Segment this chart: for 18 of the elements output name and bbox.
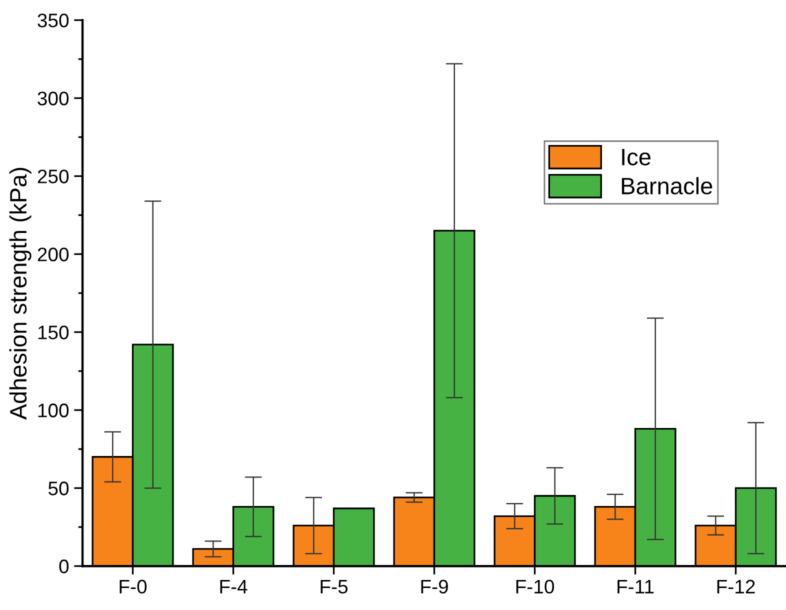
y-tick-label: 200 [38,248,69,262]
y-tick-label: 250 [38,170,69,184]
x-tick-label: F-0 [120,580,147,594]
x-tick-label: F-10 [516,580,554,594]
y-tick-label: 300 [38,92,69,106]
x-tick-label: F-4 [220,580,248,594]
legend-label: Ice [622,148,650,166]
x-tick-label: F-12 [717,580,755,594]
y-axis-title: Adhesion strength (kPa) [9,168,32,420]
y-tick-label: 0 [59,560,69,574]
x-tick-label: F-9 [421,580,448,594]
legend-label: Barnacle [622,177,712,194]
y-tick-label: 50 [48,482,69,496]
y-tick-label: 100 [38,404,69,418]
x-tick-label: F-11 [618,580,654,594]
y-tick-label: 150 [38,326,69,340]
x-tick-label: F-5 [320,580,348,594]
y-tick-label: 350 [38,14,69,28]
